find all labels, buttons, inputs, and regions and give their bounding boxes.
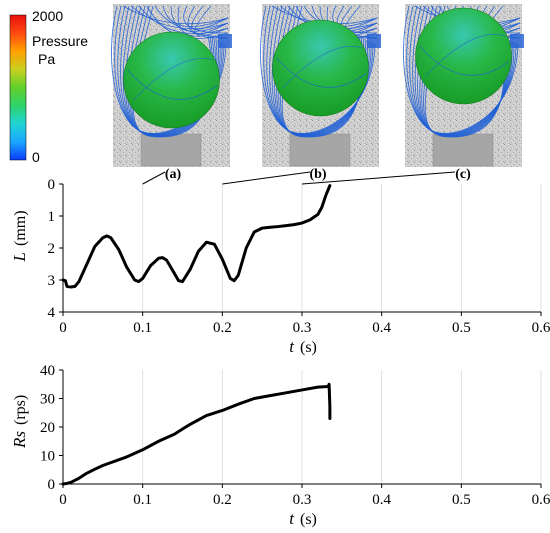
y-axis-title: Rs (rps) — [10, 395, 29, 449]
y-axis-title: L (mm) — [10, 210, 29, 262]
x-tick-label: 0.2 — [213, 492, 232, 508]
y-tick-label: 0 — [48, 177, 56, 193]
jet-inlet — [510, 34, 524, 48]
colorbar-gradient — [9, 14, 27, 161]
x-tick-label: 0.1 — [133, 492, 152, 508]
simulation-panel-c: (c) — [403, 4, 524, 182]
series-line — [61, 382, 332, 486]
simulation-panel-b: (b) — [260, 4, 381, 182]
sphere — [272, 19, 369, 117]
y-tick-label: 10 — [40, 449, 55, 465]
x-tick-label: 0.5 — [452, 492, 471, 508]
x-tick-label: 0.3 — [293, 492, 312, 508]
y-tick-label: 30 — [40, 392, 55, 408]
y-tick-label: 4 — [48, 305, 56, 321]
x-tick-label: 0.4 — [372, 492, 391, 508]
y-tick-label: 1 — [48, 209, 56, 225]
x-tick-label: 0.6 — [532, 492, 550, 508]
jet-inlet — [218, 34, 232, 48]
x-tick-label: 0 — [59, 492, 67, 508]
series-line — [61, 184, 332, 289]
pressure-colorbar: 2000 Pressure Pa 0 — [9, 8, 88, 165]
simulation-panels: (a) (b) (c) — [111, 4, 524, 182]
streamline — [276, 57, 367, 88]
streamline — [127, 69, 218, 100]
y-tick-label: 3 — [48, 273, 56, 289]
panel-label: (c) — [455, 167, 471, 182]
x-axis-unit: (s) — [300, 339, 317, 356]
y-axis-label: L — [10, 252, 29, 262]
panel-label: (b) — [309, 167, 326, 182]
x-tick-label: 0.2 — [213, 320, 232, 336]
nozzle-block — [432, 133, 494, 167]
x-tick-label: 0 — [59, 320, 67, 336]
x-axis-unit: (s) — [300, 511, 317, 528]
x-tick-label: 0.1 — [133, 320, 152, 336]
x-axis-label: t — [289, 337, 295, 356]
streamline — [183, 5, 229, 34]
sphere — [123, 31, 220, 129]
chart-rotation-speed: 0 10 20 30 40 0 0.1 0.2 0.3 0.4 0.5 0.6 t (s) Rs (rps) — [10, 363, 550, 528]
streamline — [419, 45, 510, 76]
streamline — [282, 46, 363, 89]
streamline — [191, 5, 229, 30]
sphere — [415, 7, 512, 105]
y-axis-label: Rs — [10, 431, 29, 449]
y-axis-unit: (mm) — [12, 210, 29, 246]
y-tick-label: 0 — [48, 477, 56, 493]
streamline — [138, 5, 229, 34]
streamline — [194, 5, 229, 35]
streamline — [130, 5, 229, 30]
streamline — [133, 58, 214, 101]
x-tick-label: 0.5 — [452, 320, 471, 336]
colorbar-title: Pressure — [32, 33, 88, 49]
y-tick-label: 40 — [40, 363, 55, 379]
colorbar-max-label: 2000 — [32, 8, 63, 24]
nozzle-block — [289, 133, 351, 167]
x-tick-label: 0.3 — [293, 320, 312, 336]
x-tick-label: 0.6 — [532, 320, 550, 336]
streamline — [154, 5, 229, 39]
y-axis-unit: (rps) — [12, 395, 29, 425]
simulation-panel-a: (a) — [111, 4, 232, 182]
streamline — [122, 5, 229, 25]
colorbar-min-label: 0 — [32, 149, 40, 165]
streamline — [170, 5, 229, 32]
y-tick-label: 2 — [48, 241, 56, 257]
x-axis-label: t — [289, 509, 295, 528]
panel-label: (a) — [165, 167, 182, 182]
x-tick-label: 0.4 — [372, 320, 391, 336]
nozzle-block — [140, 133, 202, 167]
panel-connector-line — [301, 171, 456, 185]
y-tick-label: 20 — [40, 420, 55, 436]
panel-connector-line — [222, 171, 311, 185]
jet-inlet — [367, 34, 381, 48]
streamline — [425, 34, 506, 77]
panel-connector-line — [142, 171, 166, 185]
colorbar-unit: Pa — [38, 51, 55, 67]
streamline — [162, 5, 229, 28]
